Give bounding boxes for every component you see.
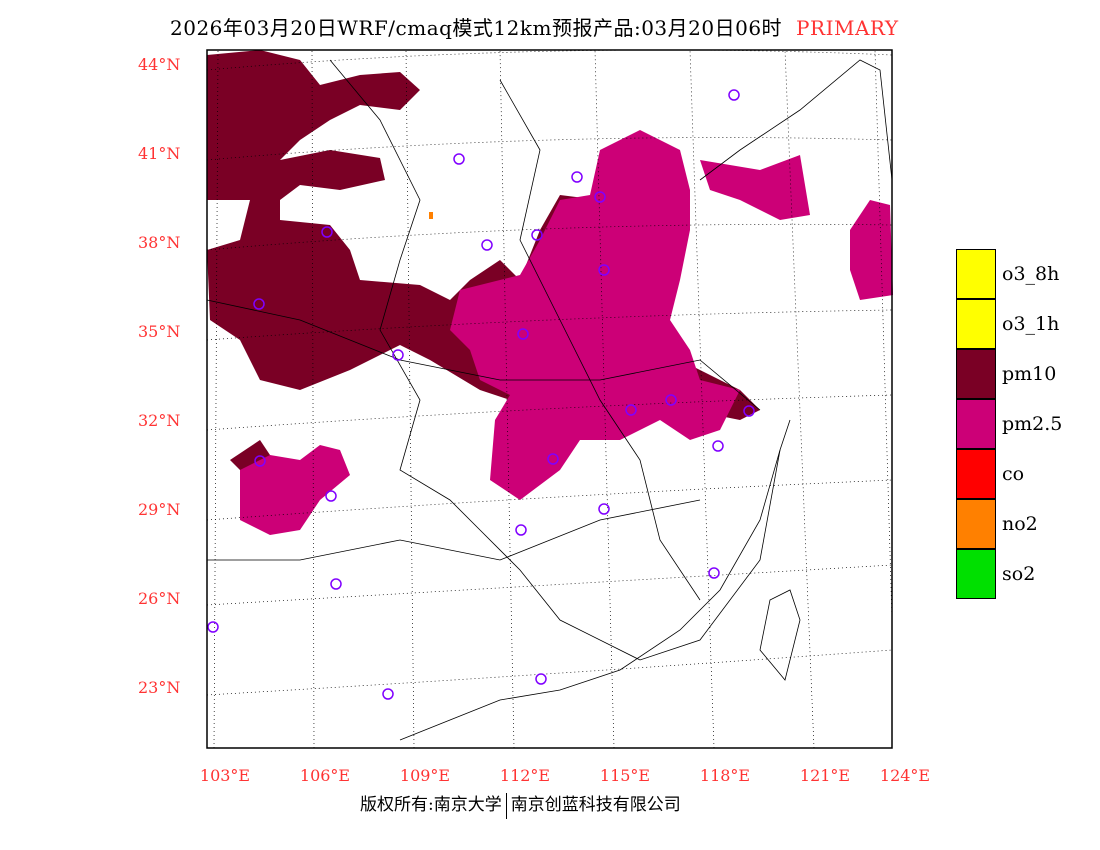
station-marker <box>728 89 740 101</box>
lat-label: 41°N <box>138 144 181 163</box>
legend-item-no2: no2 <box>956 498 1062 549</box>
lon-label: 103°E <box>199 766 251 785</box>
station-marker <box>392 349 404 361</box>
station-marker <box>325 490 337 502</box>
station-marker <box>743 405 755 417</box>
lon-label: 106°E <box>299 766 351 785</box>
legend-label: pm2.5 <box>1002 413 1063 435</box>
station-marker <box>531 229 543 241</box>
lat-label: 32°N <box>138 411 181 430</box>
station-marker <box>382 688 394 700</box>
lat-label: 29°N <box>138 500 181 519</box>
lat-label: 35°N <box>138 322 181 341</box>
station-marker <box>481 239 493 251</box>
legend-label: pm10 <box>1002 363 1057 385</box>
lon-label: 115°E <box>599 766 651 785</box>
lon-label: 124°E <box>879 766 931 785</box>
map-title: 2026年03月20日WRF/cmaq模式12km预报产品:03月20日06时 P… <box>170 12 899 41</box>
legend-item-pm10: pm10 <box>956 348 1062 399</box>
station-marker <box>625 404 637 416</box>
legend-swatch <box>956 548 996 599</box>
station-marker <box>253 298 265 310</box>
station-marker <box>330 578 342 590</box>
legend-swatch <box>956 448 996 499</box>
station-marker <box>547 453 559 465</box>
lat-label: 23°N <box>138 678 181 697</box>
legend-swatch <box>956 248 996 299</box>
pm25-central <box>450 130 740 500</box>
province-borders <box>206 59 893 741</box>
monitoring-stations <box>207 89 755 700</box>
station-marker <box>207 621 219 633</box>
station-marker <box>598 503 610 515</box>
lat-label: 44°N <box>138 55 181 74</box>
copyright-text: 版权所有:南京大学 <box>360 795 502 815</box>
legend: o3_8h o3_1h pm10 pm2.5 co no2 so2 <box>956 248 1063 599</box>
pm25-sichuan <box>240 445 350 535</box>
lon-label: 112°E <box>499 766 551 785</box>
station-marker <box>598 264 610 276</box>
station-marker <box>712 440 724 452</box>
station-marker <box>665 394 677 406</box>
pm25-regions <box>240 130 893 535</box>
station-marker <box>515 524 527 536</box>
pm25-northeast <box>700 155 810 220</box>
footer: 版权所有:南京大学 南京创蓝科技有限公司 <box>360 790 681 819</box>
lat-label: 26°N <box>138 589 181 608</box>
legend-label: so2 <box>1002 563 1036 585</box>
legend-swatch <box>956 498 996 549</box>
title-mode: PRIMARY <box>796 16 899 40</box>
graticule <box>206 49 893 749</box>
legend-item-pm2.5: pm2.5 <box>956 398 1063 449</box>
title-text: 2026年03月20日WRF/cmaq模式12km预报产品:03月20日06时 <box>170 16 783 40</box>
station-marker <box>708 567 720 579</box>
lon-label: 118°E <box>699 766 751 785</box>
lon-label: 109°E <box>399 766 451 785</box>
legend-item-co: co <box>956 448 1062 499</box>
legend-swatch <box>956 348 996 399</box>
legend-swatch <box>956 298 996 349</box>
legend-label: o3_8h <box>1002 263 1060 285</box>
station-marker <box>453 153 465 165</box>
station-marker <box>571 171 583 183</box>
legend-label: no2 <box>1002 513 1038 535</box>
company-text: 南京创蓝科技有限公司 <box>510 795 681 815</box>
station-marker <box>535 673 547 685</box>
legend-swatch <box>956 398 996 449</box>
legend-item-o3_8h: o3_8h <box>956 248 1062 299</box>
station-marker <box>517 328 529 340</box>
station-marker <box>254 455 266 467</box>
footer-divider <box>505 792 507 819</box>
pm25-korea <box>850 200 893 300</box>
station-marker <box>594 191 606 203</box>
legend-item-so2: so2 <box>956 548 1062 599</box>
lon-label: 121°E <box>799 766 851 785</box>
legend-label: co <box>1002 463 1025 485</box>
lat-label: 38°N <box>138 233 181 252</box>
map-frame <box>206 49 893 749</box>
station-marker <box>321 226 333 238</box>
no2-spot <box>429 212 433 219</box>
legend-item-o3_1h: o3_1h <box>956 298 1062 349</box>
legend-label: o3_1h <box>1002 313 1060 335</box>
